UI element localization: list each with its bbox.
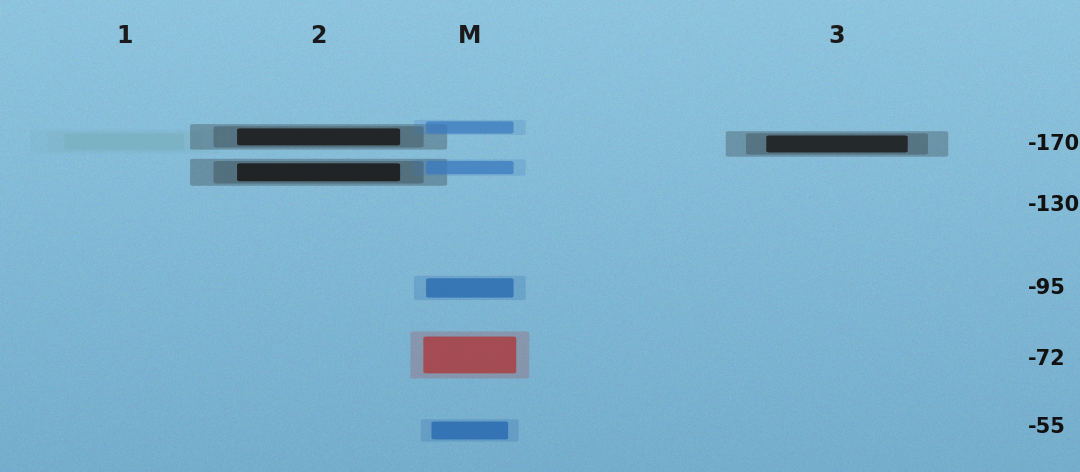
FancyBboxPatch shape [237,163,400,181]
FancyBboxPatch shape [190,159,447,186]
FancyBboxPatch shape [746,133,928,155]
FancyBboxPatch shape [426,121,514,134]
FancyBboxPatch shape [190,124,447,150]
FancyBboxPatch shape [423,337,516,373]
FancyBboxPatch shape [426,161,514,174]
FancyBboxPatch shape [414,160,526,176]
FancyBboxPatch shape [767,135,907,152]
Text: 2: 2 [310,24,327,48]
Text: M: M [458,24,482,48]
Text: -130: -130 [1028,195,1080,215]
Text: -95: -95 [1028,278,1066,298]
FancyBboxPatch shape [64,134,184,150]
FancyBboxPatch shape [410,331,529,379]
Text: 1: 1 [116,24,133,48]
Text: -72: -72 [1028,349,1066,369]
Text: -55: -55 [1028,417,1066,437]
Text: 3: 3 [828,24,846,48]
FancyBboxPatch shape [214,126,423,147]
Text: -170: -170 [1028,134,1080,154]
FancyBboxPatch shape [414,120,526,135]
FancyBboxPatch shape [432,421,509,439]
FancyBboxPatch shape [237,128,400,145]
FancyBboxPatch shape [30,130,218,153]
FancyBboxPatch shape [726,131,948,157]
FancyBboxPatch shape [48,132,201,152]
FancyBboxPatch shape [426,278,514,298]
FancyBboxPatch shape [421,419,518,442]
FancyBboxPatch shape [414,276,526,300]
FancyBboxPatch shape [214,161,423,184]
